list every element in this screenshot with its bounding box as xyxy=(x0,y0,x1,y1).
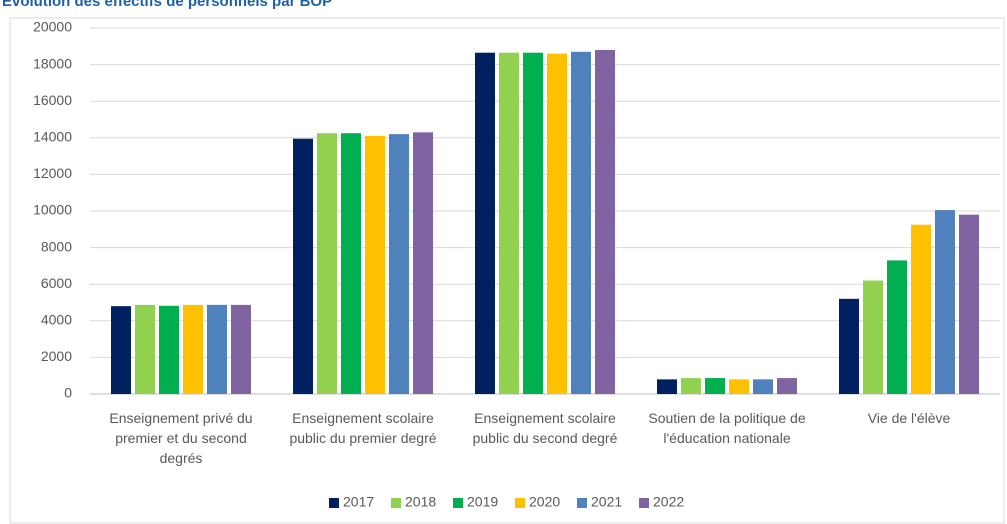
legend-swatch xyxy=(329,498,339,508)
x-tick-label: Enseignement privé du premier et du seco… xyxy=(109,410,253,466)
chart-title: Évolution des effectifs de personnels pa… xyxy=(2,0,333,10)
bar xyxy=(389,134,409,394)
y-tick-label: 0 xyxy=(64,385,72,401)
legend-swatch xyxy=(639,498,649,508)
bar xyxy=(571,51,591,394)
bar xyxy=(207,304,227,394)
legend-label: 2021 xyxy=(591,494,622,510)
legend-label: 2017 xyxy=(343,494,374,510)
bar xyxy=(681,378,701,394)
legend-swatch xyxy=(577,498,587,508)
bar xyxy=(959,214,979,394)
bar xyxy=(293,138,313,394)
bar xyxy=(729,379,749,394)
bar xyxy=(657,379,677,394)
y-tick-label: 2000 xyxy=(41,348,72,364)
legend-label: 2022 xyxy=(653,494,684,510)
legend-swatch xyxy=(391,498,401,508)
bar xyxy=(595,49,615,395)
y-tick-label: 8000 xyxy=(41,238,72,254)
bar xyxy=(499,52,519,395)
y-tick-label: 10000 xyxy=(33,202,72,218)
bar xyxy=(777,378,797,394)
bar xyxy=(887,260,907,394)
y-tick-label: 20000 xyxy=(33,19,72,35)
legend-label: 2020 xyxy=(529,494,560,510)
x-tick-label: Vie de l'élève xyxy=(867,410,951,426)
bar xyxy=(705,378,725,394)
y-tick-label: 18000 xyxy=(33,55,72,71)
bar xyxy=(111,306,131,394)
bar xyxy=(475,52,495,395)
y-tick-label: 14000 xyxy=(33,129,72,145)
bar xyxy=(413,132,433,394)
y-tick-label: 16000 xyxy=(33,92,72,108)
x-tick-label: Enseignement scolaire public du second d… xyxy=(472,410,618,446)
bar xyxy=(183,304,203,394)
bar xyxy=(523,52,543,395)
bar xyxy=(317,133,337,394)
legend-swatch xyxy=(515,498,525,508)
x-tick-label: Enseignement scolaire public du premier … xyxy=(289,410,437,446)
bar xyxy=(547,53,567,395)
bar xyxy=(365,135,385,394)
legend-label: 2019 xyxy=(467,494,498,510)
bar xyxy=(935,210,955,394)
bar xyxy=(863,280,883,394)
x-tick-label: Soutien de la politique de l'éducation n… xyxy=(648,410,806,446)
y-tick-label: 4000 xyxy=(41,312,72,328)
y-tick-label: 6000 xyxy=(41,275,72,291)
y-tick-label: 12000 xyxy=(33,165,72,181)
bar xyxy=(231,304,251,394)
bar xyxy=(135,304,155,394)
legend-label: 2018 xyxy=(405,494,436,510)
chart-frame xyxy=(9,17,1005,524)
bar xyxy=(839,298,859,394)
bar xyxy=(159,305,179,394)
legend-swatch xyxy=(453,498,463,508)
bar xyxy=(341,133,361,394)
bar xyxy=(753,379,773,394)
bar xyxy=(911,224,931,394)
